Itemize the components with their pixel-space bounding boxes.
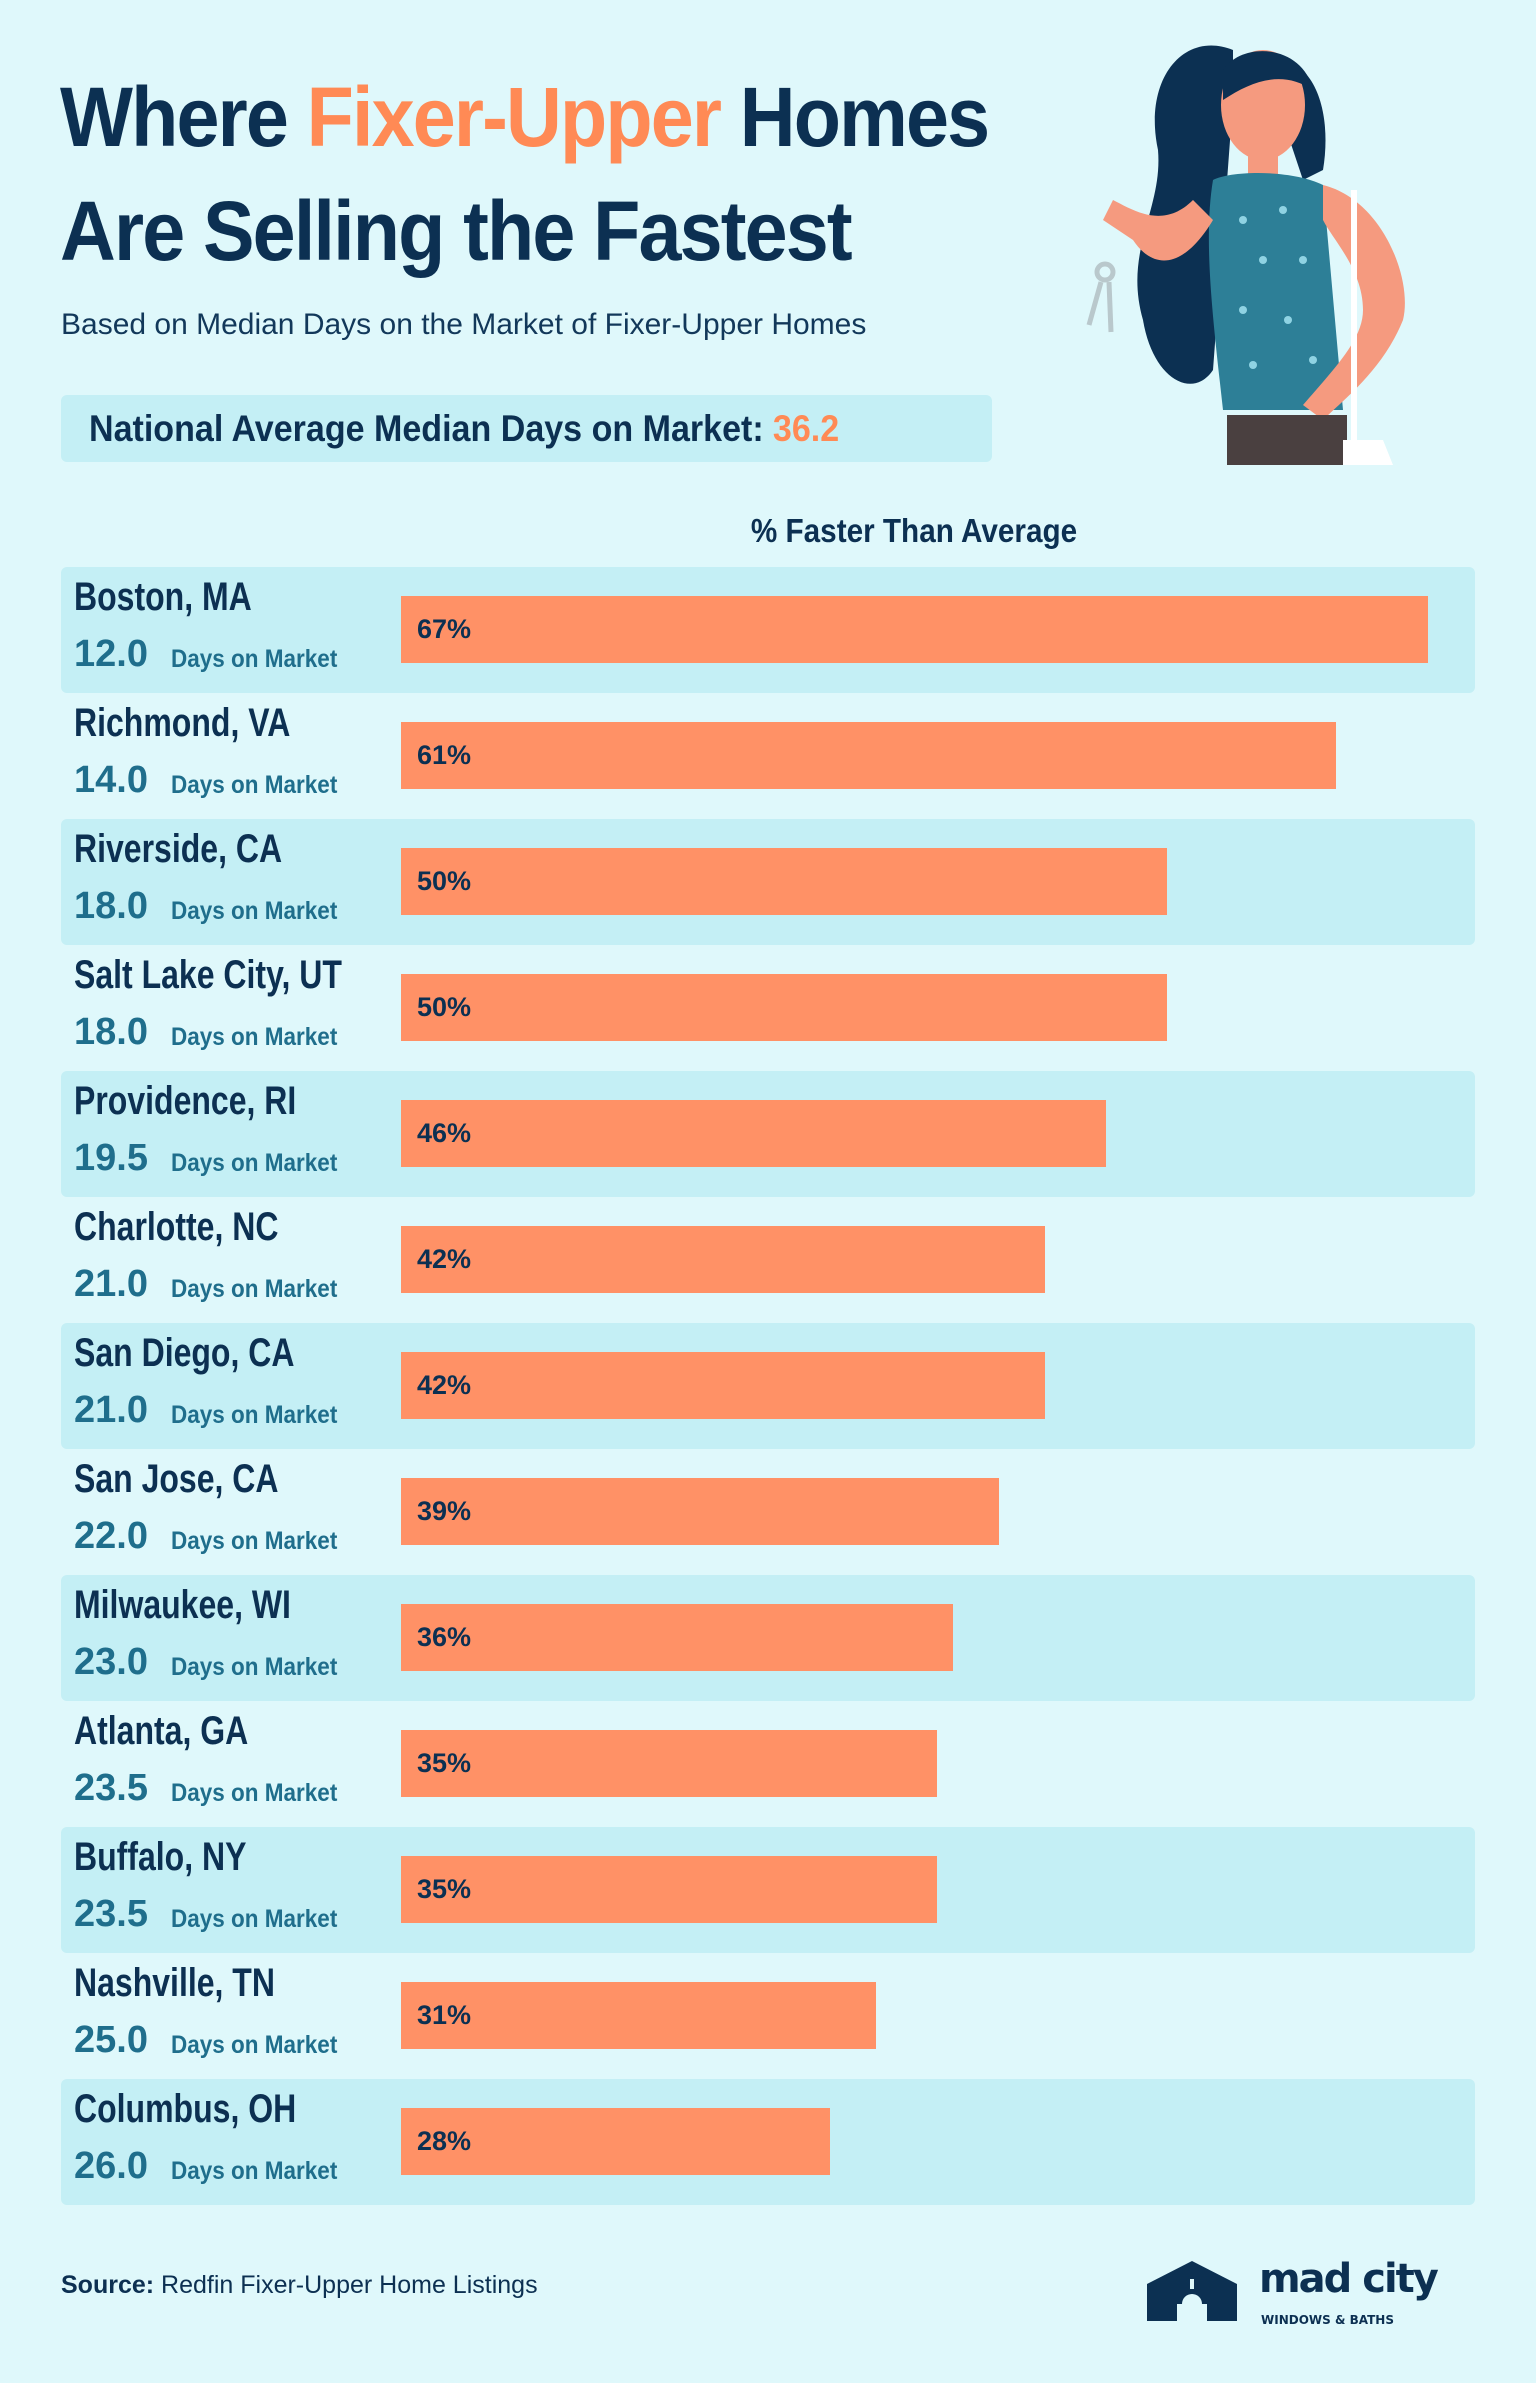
city-label: Richmond, VA <box>74 701 291 745</box>
chart-row: Charlotte, NC 21.0 Days on Market 42% <box>61 1197 1475 1323</box>
bar: 35% <box>401 1730 938 1797</box>
chart-row: San Jose, CA 22.0 Days on Market 39% <box>61 1449 1475 1575</box>
bar: 61% <box>401 722 1337 789</box>
national-average-text: National Average Median Days on Market: 3… <box>89 408 839 450</box>
city-label: Riverside, CA <box>74 827 283 871</box>
days-value: 18.0 <box>74 885 148 927</box>
title-text: Where <box>60 70 307 164</box>
national-average-value: 36.2 <box>772 407 840 449</box>
days-value: 14.0 <box>74 759 148 801</box>
chart-row: Columbus, OH 26.0 Days on Market 28% <box>61 2079 1475 2205</box>
days-value: 18.0 <box>74 1011 148 1053</box>
bar: 28% <box>401 2108 831 2175</box>
data-label: 50% <box>417 992 472 1022</box>
city-label: Charlotte, NC <box>74 1205 279 1249</box>
days-value: 25.0 <box>74 2019 148 2061</box>
axis-title: % Faster Than Average <box>750 512 1078 549</box>
days-label: Days on Market <box>171 645 338 673</box>
source-label: Source: <box>61 2271 155 2299</box>
bar: 42% <box>401 1352 1045 1419</box>
national-average-label: National Average Median Days on Market: <box>89 407 764 449</box>
days-value: 23.5 <box>74 1767 148 1809</box>
city-label: Buffalo, NY <box>74 1835 247 1879</box>
bar: 31% <box>401 1982 877 2049</box>
chart-row: Nashville, TN 25.0 Days on Market 31% <box>61 1953 1475 2079</box>
chart-row: Atlanta, GA 23.5 Days on Market 35% <box>61 1701 1475 1827</box>
title-text: Homes <box>720 70 990 164</box>
city-label: Providence, RI <box>74 1079 297 1123</box>
bar: 50% <box>401 848 1168 915</box>
title-highlight: Fixer-Upper <box>306 70 722 164</box>
days-value: 19.5 <box>74 1137 148 1179</box>
days-value: 23.0 <box>74 1641 148 1683</box>
bar: 67% <box>401 596 1428 663</box>
chart-row: Providence, RI 19.5 Days on Market 46% <box>61 1071 1475 1197</box>
data-label: 42% <box>417 1244 472 1274</box>
source-note: Source: Redfin Fixer-Upper Home Listings <box>61 2271 538 2300</box>
city-label: Atlanta, GA <box>74 1709 249 1753</box>
days-label: Days on Market <box>171 1401 338 1429</box>
chart-row: San Diego, CA 21.0 Days on Market 42% <box>61 1323 1475 1449</box>
woman-holding-keys-illustration <box>1086 45 1405 465</box>
bar: 50% <box>401 974 1168 1041</box>
data-label: 42% <box>417 1370 472 1400</box>
days-label: Days on Market <box>171 1527 338 1555</box>
chart-row: Buffalo, NY 23.5 Days on Market 35% <box>61 1827 1475 1953</box>
data-label: 35% <box>417 1748 472 1778</box>
days-value: 23.5 <box>74 1893 148 1935</box>
mad-city-logo: mad city WINDOWS & BATHS <box>1147 2256 1441 2327</box>
days-value: 12.0 <box>74 633 148 675</box>
page-title: Where Fixer-Upper Homes Are Selling the … <box>60 60 990 288</box>
data-label: 67% <box>417 614 472 644</box>
days-label: Days on Market <box>171 2031 338 2059</box>
days-label: Days on Market <box>171 2157 338 2185</box>
days-label: Days on Market <box>171 1779 338 1807</box>
city-label: Milwaukee, WI <box>74 1583 291 1627</box>
data-label: 39% <box>417 1496 472 1526</box>
chart-row: Salt Lake City, UT 18.0 Days on Market 50% <box>61 945 1475 1071</box>
national-average-box: National Average Median Days on Market: 3… <box>61 395 992 462</box>
data-label: 46% <box>417 1118 472 1148</box>
capitol-house-icon <box>1147 2261 1237 2321</box>
chart-row: Milwaukee, WI 23.0 Days on Market 36% <box>61 1575 1475 1701</box>
bar: 46% <box>401 1100 1107 1167</box>
days-label: Days on Market <box>171 771 338 799</box>
data-label: 36% <box>417 1622 472 1652</box>
bar: 39% <box>401 1478 999 1545</box>
city-label: San Jose, CA <box>74 1457 279 1501</box>
chart-row: Riverside, CA 18.0 Days on Market 50% <box>61 819 1475 945</box>
bar: 35% <box>401 1856 938 1923</box>
days-label: Days on Market <box>171 1905 338 1933</box>
data-label: 61% <box>417 740 472 770</box>
data-label: 28% <box>417 2126 472 2156</box>
data-label: 31% <box>417 2000 472 2030</box>
chart-row: Boston, MA 12.0 Days on Market 67% <box>61 567 1475 693</box>
city-label: Salt Lake City, UT <box>74 953 342 997</box>
days-value: 21.0 <box>74 1389 148 1431</box>
city-label: San Diego, CA <box>74 1331 295 1375</box>
days-label: Days on Market <box>171 1275 338 1303</box>
data-label: 50% <box>417 866 472 896</box>
data-label: 35% <box>417 1874 472 1904</box>
bar: 42% <box>401 1226 1045 1293</box>
title-line-2: Are Selling the Fastest <box>60 184 853 278</box>
days-label: Days on Market <box>171 1653 338 1681</box>
subtitle: Based on Median Days on the Market of Fi… <box>61 308 867 341</box>
logo-subtext: WINDOWS & BATHS <box>1261 2313 1394 2327</box>
bar: 36% <box>401 1604 953 1671</box>
source-text: Redfin Fixer-Upper Home Listings <box>154 2271 538 2299</box>
city-label: Columbus, OH <box>74 2087 297 2131</box>
city-label: Nashville, TN <box>74 1961 275 2005</box>
logo-text: mad city <box>1259 2256 1439 2302</box>
days-value: 26.0 <box>74 2145 148 2187</box>
days-value: 21.0 <box>74 1263 148 1305</box>
chart-row: Richmond, VA 14.0 Days on Market 61% <box>61 693 1475 819</box>
days-label: Days on Market <box>171 1023 338 1051</box>
city-label: Boston, MA <box>74 575 252 619</box>
days-label: Days on Market <box>171 897 338 925</box>
days-label: Days on Market <box>171 1149 338 1177</box>
days-value: 22.0 <box>74 1515 148 1557</box>
